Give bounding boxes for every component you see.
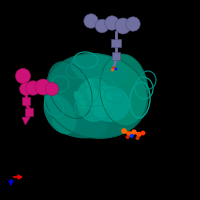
Circle shape bbox=[26, 81, 40, 95]
Circle shape bbox=[112, 66, 116, 70]
Circle shape bbox=[20, 83, 32, 95]
Ellipse shape bbox=[71, 53, 129, 87]
Ellipse shape bbox=[44, 54, 148, 138]
Circle shape bbox=[45, 82, 59, 96]
FancyBboxPatch shape bbox=[111, 39, 121, 47]
Ellipse shape bbox=[74, 91, 86, 109]
Ellipse shape bbox=[100, 88, 108, 112]
Circle shape bbox=[115, 68, 117, 70]
Circle shape bbox=[127, 131, 132, 137]
Ellipse shape bbox=[44, 94, 76, 134]
Circle shape bbox=[111, 69, 114, 71]
FancyBboxPatch shape bbox=[22, 97, 30, 105]
FancyBboxPatch shape bbox=[25, 108, 33, 116]
Ellipse shape bbox=[76, 78, 112, 122]
Circle shape bbox=[130, 134, 134, 138]
Circle shape bbox=[84, 14, 98, 28]
Ellipse shape bbox=[48, 62, 92, 118]
Circle shape bbox=[141, 131, 145, 135]
Circle shape bbox=[121, 128, 127, 134]
Circle shape bbox=[105, 16, 119, 30]
Polygon shape bbox=[22, 117, 30, 125]
Circle shape bbox=[115, 18, 131, 34]
Circle shape bbox=[35, 79, 51, 95]
Ellipse shape bbox=[100, 54, 148, 126]
FancyBboxPatch shape bbox=[112, 52, 120, 60]
Ellipse shape bbox=[86, 78, 98, 106]
Circle shape bbox=[131, 129, 137, 135]
Circle shape bbox=[126, 135, 130, 139]
Circle shape bbox=[126, 17, 140, 31]
Circle shape bbox=[136, 136, 140, 140]
Ellipse shape bbox=[90, 86, 130, 122]
Ellipse shape bbox=[52, 110, 108, 138]
Circle shape bbox=[95, 19, 109, 33]
Circle shape bbox=[15, 68, 31, 84]
Circle shape bbox=[136, 132, 142, 137]
